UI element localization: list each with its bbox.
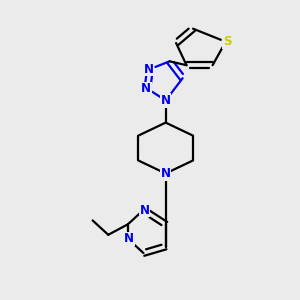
Text: N: N: [141, 82, 151, 95]
Text: S: S: [223, 35, 231, 48]
Text: N: N: [144, 63, 154, 76]
Text: N: N: [140, 203, 150, 217]
Text: N: N: [161, 94, 171, 107]
Text: N: N: [124, 232, 134, 245]
Text: N: N: [161, 167, 171, 180]
